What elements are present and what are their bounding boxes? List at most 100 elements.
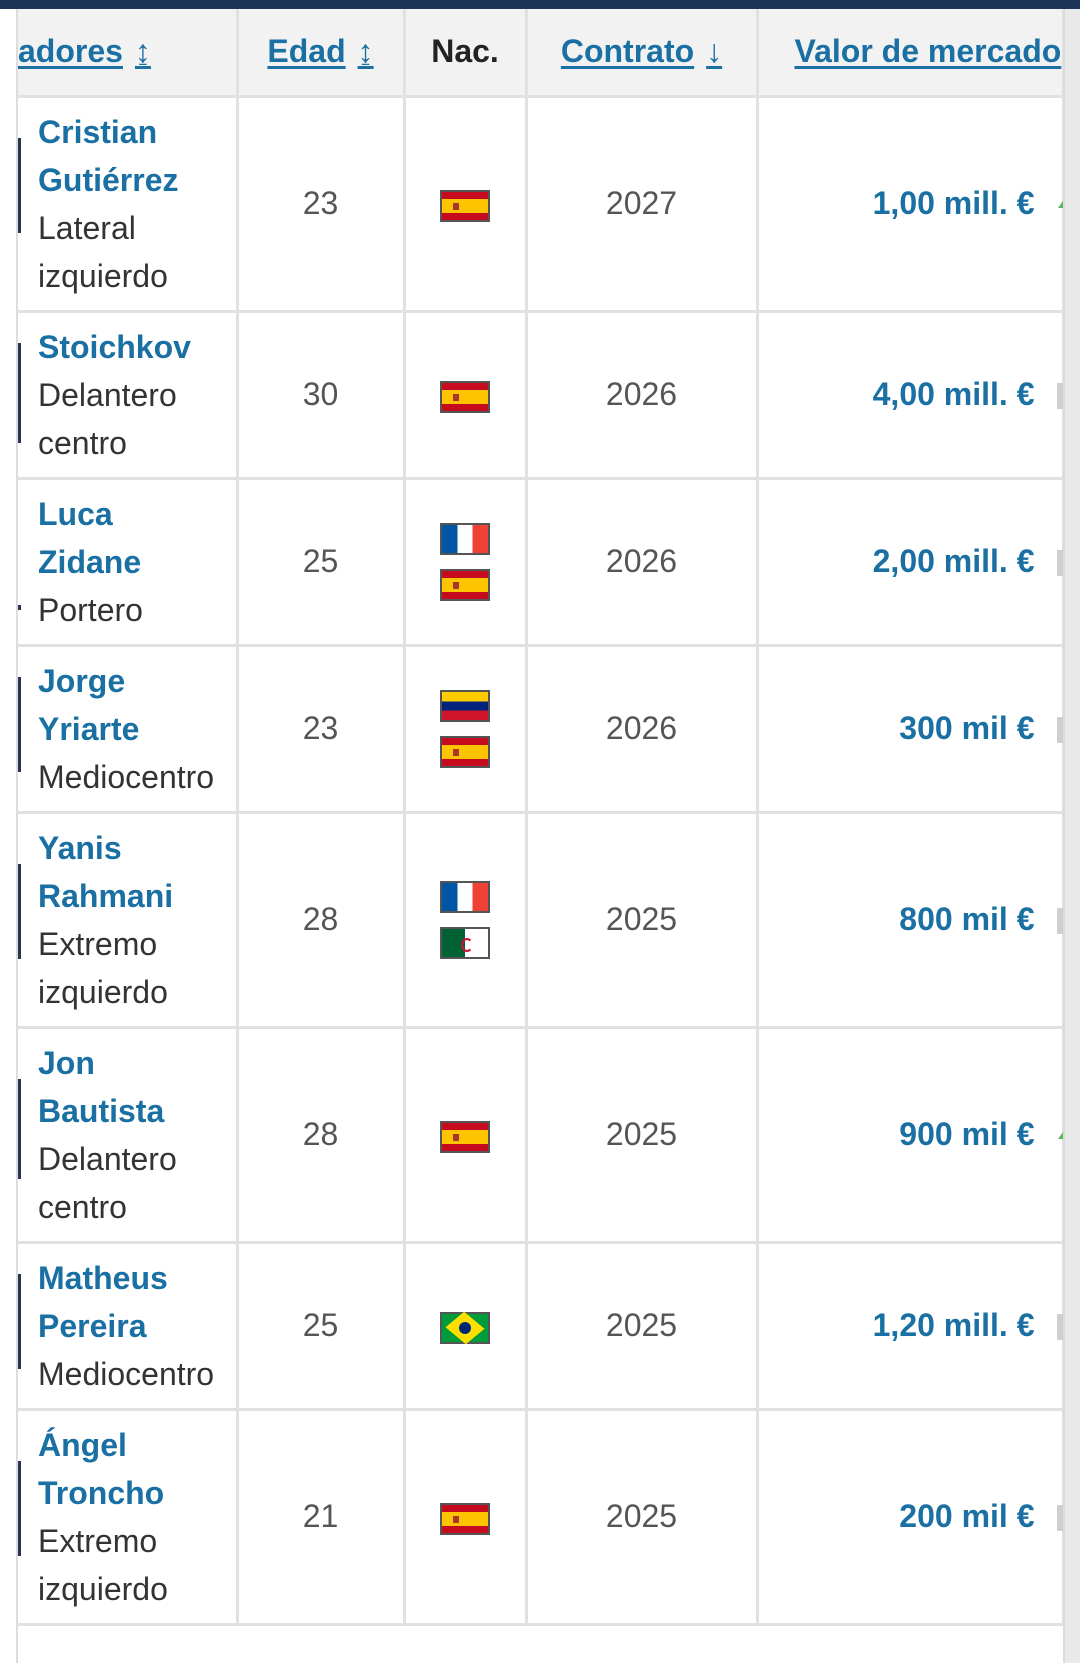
player-name[interactable]: Gutiérrez bbox=[38, 161, 179, 198]
age-cell: 23 bbox=[237, 645, 406, 814]
player-photo[interactable] bbox=[18, 1078, 21, 1179]
player-name[interactable]: Cristian bbox=[38, 113, 158, 150]
trend-up-icon bbox=[1057, 1128, 1063, 1139]
sort-descending-icon[interactable]: ↓ bbox=[706, 33, 723, 70]
player-name[interactable]: Stoichkov bbox=[38, 328, 191, 365]
player-cell: Ángel Troncho Extremo izquierdo bbox=[18, 1409, 239, 1626]
market-value-link[interactable]: 300 mil € bbox=[899, 710, 1035, 746]
market-value-cell: 800 mil € bbox=[757, 812, 1063, 1029]
age-cell: 25 bbox=[237, 478, 406, 647]
player-name[interactable]: Rahmani bbox=[38, 877, 174, 914]
player-name[interactable]: Troncho bbox=[38, 1474, 165, 1511]
trend-flat-icon bbox=[1056, 716, 1063, 743]
player-position: Delantero bbox=[38, 1140, 177, 1177]
player-cell: Jorge Yriarte Mediocentro bbox=[18, 645, 239, 814]
contract-cell: 2025 bbox=[526, 812, 759, 1029]
player-position: Lateral bbox=[38, 209, 136, 246]
sort-both-icon[interactable]: ↨ bbox=[134, 33, 151, 70]
player-cell: Luca Zidane Portero bbox=[18, 478, 239, 647]
player-cell: Cristian Gutiérrez Lateral izquierdo bbox=[18, 96, 239, 313]
flag-group bbox=[406, 522, 525, 601]
player-position: centro bbox=[38, 424, 127, 461]
player-name[interactable]: Ángel bbox=[38, 1426, 127, 1463]
player-position: Mediocentro bbox=[38, 758, 215, 795]
market-value-link[interactable]: 1,00 mill. € bbox=[872, 185, 1035, 221]
player-photo[interactable] bbox=[18, 1273, 21, 1369]
table-left-border bbox=[16, 9, 18, 1663]
player-position: izquierdo bbox=[38, 973, 168, 1010]
market-value-link[interactable]: 800 mil € bbox=[899, 901, 1035, 937]
flag-group bbox=[406, 1498, 525, 1535]
player-position: Extremo bbox=[38, 925, 158, 962]
trend-flat-icon bbox=[1056, 382, 1063, 409]
sort-both-icon[interactable]: ↨ bbox=[357, 33, 374, 70]
column-header-contract[interactable]: Contrato ↓ bbox=[526, 9, 759, 98]
flag-group bbox=[406, 880, 525, 959]
flag-fr-icon bbox=[440, 522, 490, 555]
contract-header-label[interactable]: Contrato bbox=[560, 33, 695, 70]
column-header-age[interactable]: Edad ↨ bbox=[237, 9, 406, 98]
player-position: centro bbox=[38, 1188, 127, 1225]
flag-group bbox=[406, 376, 525, 413]
player-name[interactable]: Bautista bbox=[38, 1092, 165, 1129]
table-row: Ángel Troncho Extremo izquierdo 21 2025 200 mi… bbox=[18, 1409, 1063, 1626]
trend-up-icon bbox=[1057, 197, 1063, 208]
player-photo[interactable] bbox=[18, 676, 21, 772]
player-name[interactable]: Pereira bbox=[38, 1307, 147, 1344]
market-value-cell: 1,00 mill. € bbox=[757, 96, 1063, 313]
age-header-label[interactable]: Edad bbox=[267, 33, 346, 70]
market-value-link[interactable]: 900 mil € bbox=[899, 1116, 1035, 1152]
player-name[interactable]: Jorge bbox=[38, 662, 126, 699]
nationality-cell bbox=[404, 812, 528, 1029]
market-value-cell: 300 mil € bbox=[757, 645, 1063, 814]
market-value-header-label[interactable]: Valor de mercado bbox=[794, 33, 1062, 70]
flag-group bbox=[406, 185, 525, 222]
age-cell: 23 bbox=[237, 96, 406, 313]
player-name[interactable]: Jon bbox=[38, 1044, 95, 1081]
market-value-link[interactable]: 4,00 mill. € bbox=[872, 376, 1035, 412]
squad-table-container: adores ↨ Edad ↨ Nac. Contrato ↓ Valor de me… bbox=[0, 9, 1065, 1663]
age-cell: 30 bbox=[237, 311, 406, 480]
flag-es-icon bbox=[440, 189, 490, 222]
player-photo[interactable] bbox=[18, 342, 21, 443]
contract-cell: 2025 bbox=[526, 1409, 759, 1626]
market-value-link[interactable]: 1,20 mill. € bbox=[872, 1307, 1035, 1343]
age-cell: 21 bbox=[237, 1409, 406, 1626]
player-cell: Stoichkov Delantero centro bbox=[18, 311, 239, 480]
player-photo[interactable] bbox=[18, 1460, 21, 1556]
player-position: Extremo bbox=[38, 1522, 158, 1559]
contract-cell: 2025 bbox=[526, 1027, 759, 1244]
flag-br-icon bbox=[440, 1311, 490, 1344]
player-name[interactable]: Zidane bbox=[38, 543, 142, 580]
table-row: Matheus Pereira Mediocentro 25 2025 1,20 mill… bbox=[18, 1242, 1063, 1411]
player-photo[interactable] bbox=[18, 137, 21, 233]
player-name[interactable]: Luca bbox=[38, 495, 113, 532]
player-name[interactable]: Yriarte bbox=[38, 710, 140, 747]
player-position: Mediocentro bbox=[38, 1355, 215, 1392]
player-cell: Yanis Rahmani Extremo izquierdo bbox=[18, 812, 239, 1029]
contract-cell: 2026 bbox=[526, 478, 759, 647]
nationality-cell bbox=[404, 1409, 528, 1626]
table-row: Cristian Gutiérrez Lateral izquierdo 23 2027 1… bbox=[18, 96, 1063, 313]
age-cell: 25 bbox=[237, 1242, 406, 1411]
player-cell: Matheus Pereira Mediocentro bbox=[18, 1242, 239, 1411]
table-header-row: adores ↨ Edad ↨ Nac. Contrato ↓ Valor de me… bbox=[18, 9, 1063, 98]
market-value-cell: 900 mil € bbox=[757, 1027, 1063, 1244]
flag-group bbox=[406, 1307, 525, 1344]
nationality-cell bbox=[404, 478, 528, 647]
column-header-players[interactable]: adores ↨ bbox=[18, 9, 239, 98]
top-bar bbox=[0, 0, 1080, 9]
trend-flat-icon bbox=[1056, 907, 1063, 934]
player-name[interactable]: Yanis bbox=[38, 829, 122, 866]
players-header-label[interactable]: adores bbox=[18, 33, 123, 70]
player-photo[interactable] bbox=[18, 604, 21, 610]
player-position: Portero bbox=[38, 591, 143, 628]
column-header-market-value[interactable]: Valor de mercado bbox=[757, 9, 1063, 98]
trend-flat-icon bbox=[1056, 1504, 1063, 1531]
player-name[interactable]: Matheus bbox=[38, 1259, 168, 1296]
market-value-link[interactable]: 2,00 mill. € bbox=[872, 543, 1035, 579]
nationality-cell bbox=[404, 1027, 528, 1244]
flag-es-icon bbox=[440, 1502, 490, 1535]
player-photo[interactable] bbox=[18, 863, 21, 959]
market-value-link[interactable]: 200 mil € bbox=[899, 1498, 1035, 1534]
